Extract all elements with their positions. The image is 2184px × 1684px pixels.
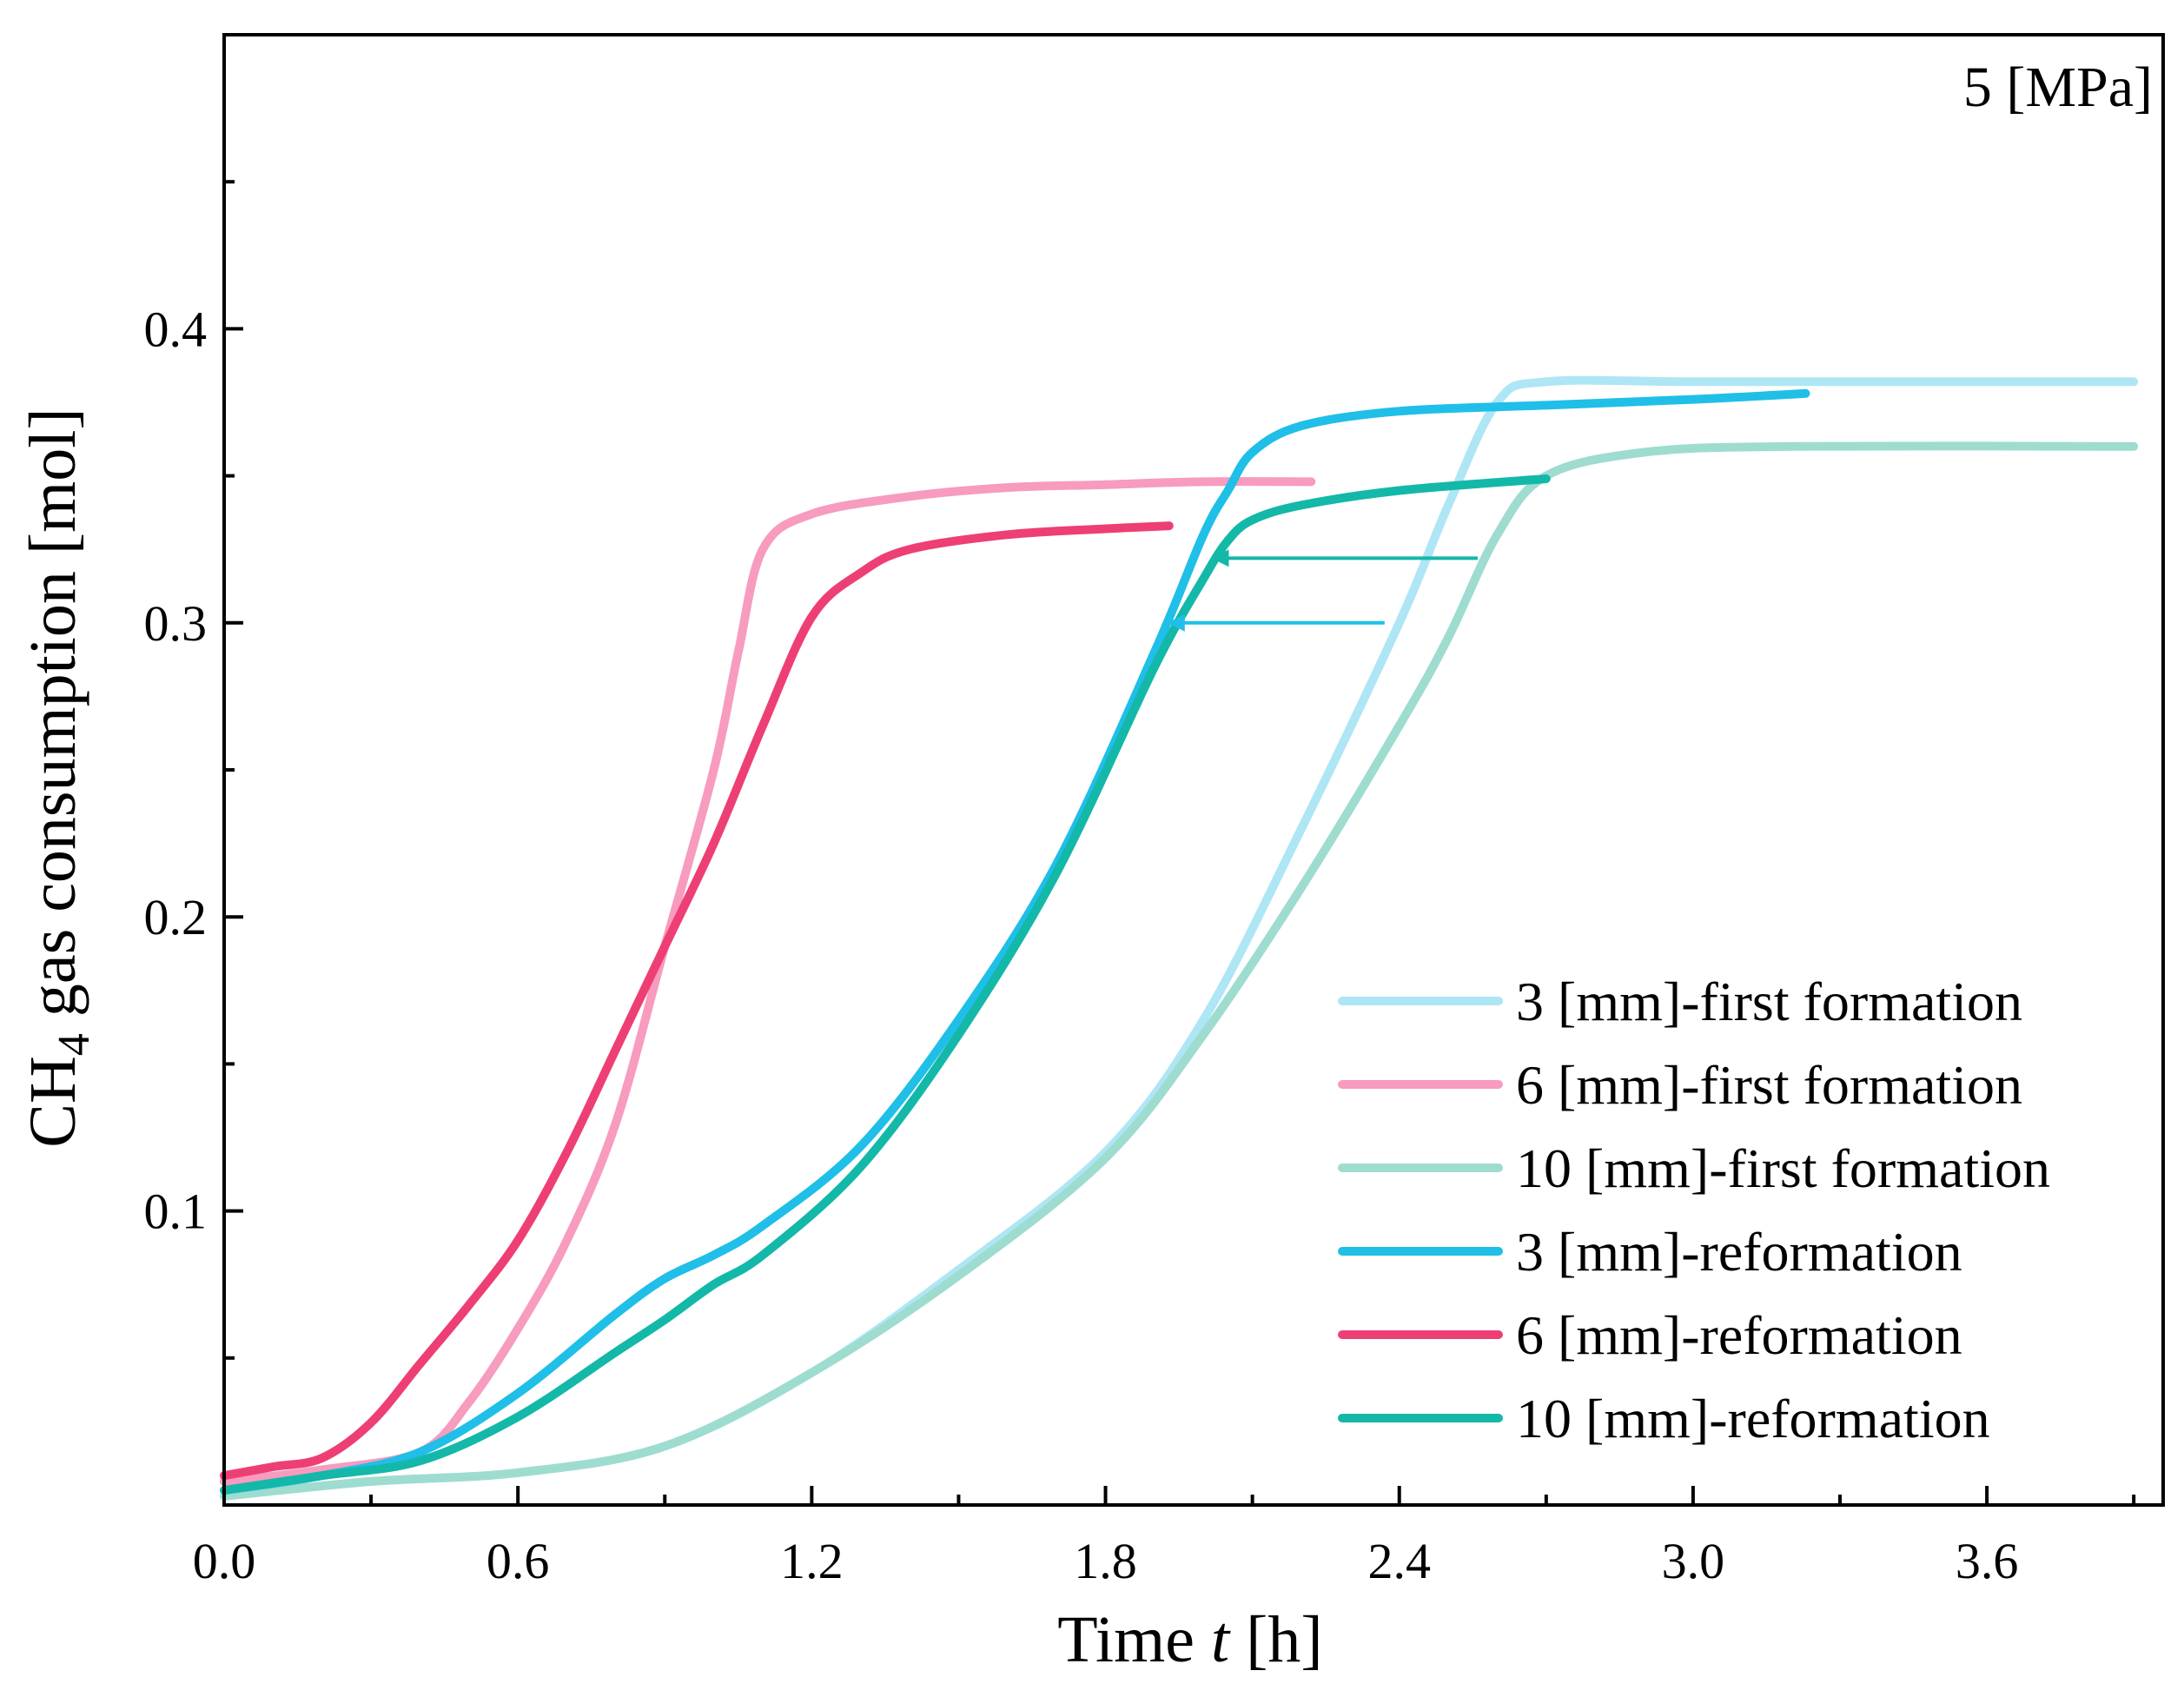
x-axis-title: Time t [h] (1057, 1603, 1322, 1676)
x-tick-label: 0.0 (193, 1533, 256, 1589)
series-line-10-mm-first-formation (220, 441, 2139, 1501)
axes-frame (222, 33, 2165, 1507)
legend-label: 6 [mm]-first formation (1516, 1054, 2022, 1116)
axis-ticks: 0.0 0.6 1.2 1.8 2.4 3.0 3.6 0.1 0.2 0.3 0.4 (144, 180, 2136, 1589)
legend: 3 [mm]-first formation 6 [mm]-first forma… (1338, 971, 2050, 1449)
series-line-10-mm-reformation (220, 474, 1551, 1495)
x-tick-label: 3.0 (1662, 1533, 1725, 1589)
x-tick-label: 2.4 (1367, 1533, 1431, 1589)
series-line-6-mm-reformation (220, 521, 1174, 1481)
x-tick-label: 3.6 (1956, 1533, 2019, 1589)
x-tick-label: 1.2 (780, 1533, 844, 1589)
y-axis-title: CH4 gas consumption [mol] (17, 408, 99, 1147)
series-line-6-mm-first-formation (220, 477, 1316, 1486)
y-tick-label: 0.1 (144, 1183, 208, 1240)
series-line-3-mm-reformation (220, 388, 1810, 1495)
y-tick-label: 0.2 (144, 889, 208, 945)
pressure-annotation: 5 [MPa] (1963, 56, 2153, 119)
legend-label: 10 [mm]-first formation (1516, 1137, 2050, 1199)
legend-label: 6 [mm]-reformation (1516, 1304, 1962, 1366)
legend-label: 3 [mm]-reformation (1516, 1221, 1962, 1283)
y-tick-label: 0.4 (144, 301, 208, 357)
x-tick-label: 0.6 (486, 1533, 550, 1589)
plot-border (222, 33, 2165, 1507)
plot-area (220, 375, 2139, 1501)
x-tick-label: 1.8 (1074, 1533, 1137, 1589)
legend-label: 10 [mm]-reformation (1516, 1388, 1990, 1449)
legend-label: 3 [mm]-first formation (1516, 971, 2022, 1032)
y-tick-label: 0.3 (144, 595, 208, 652)
